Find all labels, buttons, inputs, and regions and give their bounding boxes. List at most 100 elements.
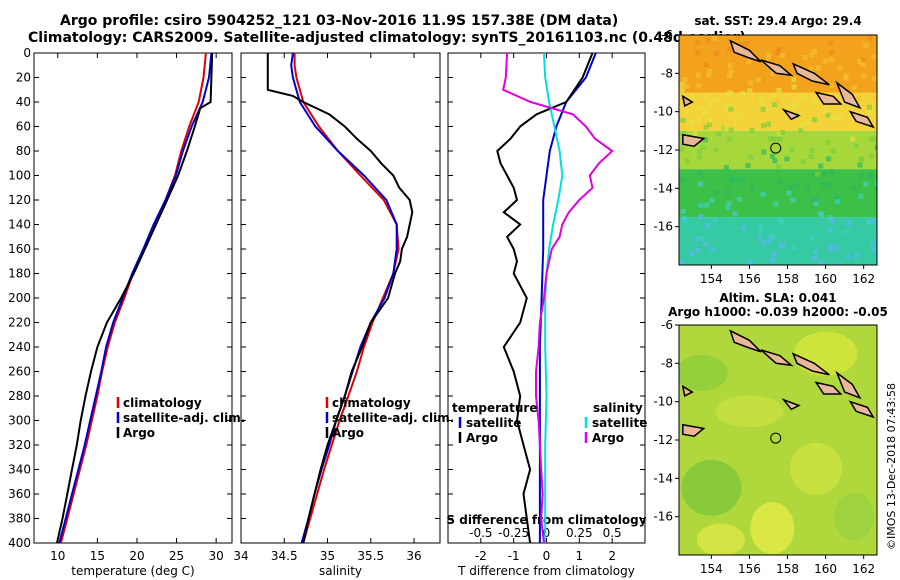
sst-pixel xyxy=(757,228,763,234)
sst-pixel xyxy=(702,241,708,247)
sst-pixel xyxy=(713,147,719,153)
map-x-tick-label: 154 xyxy=(700,562,723,576)
x-tick-label: -2 xyxy=(475,549,487,563)
sst-pixel xyxy=(770,153,776,159)
figure-title-line2: Climatology: CARS2009. Satellite-adjuste… xyxy=(28,30,746,46)
sst-pixel xyxy=(712,218,718,224)
sst-pixel xyxy=(698,203,704,209)
sst-pixel xyxy=(773,201,779,207)
sst-pixel xyxy=(808,154,814,159)
sst-pixel xyxy=(854,253,860,258)
map-x-tick-label: 160 xyxy=(814,562,837,576)
sst-pixel xyxy=(823,58,829,64)
legend-heading: temperature xyxy=(452,401,537,415)
sst-pixel xyxy=(701,110,707,116)
sst-pixel xyxy=(825,112,831,118)
sst-pixel xyxy=(696,116,702,122)
sst-pixel xyxy=(740,90,746,96)
sst-pixel xyxy=(725,205,731,211)
sst-pixel xyxy=(809,235,815,240)
sst-pixel xyxy=(727,136,733,142)
x-tick-label: 34 xyxy=(233,549,248,563)
sst-pixel xyxy=(695,50,701,56)
sst-pixel xyxy=(698,181,703,187)
s-tick-label: -0.5 xyxy=(469,526,492,540)
x-tick-label: 0 xyxy=(543,549,551,563)
island-shape xyxy=(729,329,762,353)
sst-pixel xyxy=(869,136,875,142)
sst-pixel xyxy=(828,50,834,56)
y-tick-label: 220 xyxy=(8,316,31,330)
map-x-tick-label: 162 xyxy=(852,272,875,286)
sst-pixel xyxy=(744,41,750,47)
sst-pixel xyxy=(713,190,719,195)
sst-pixel xyxy=(725,189,731,195)
sst-pixel xyxy=(745,163,751,168)
island-shape xyxy=(729,39,762,63)
sst-pixel xyxy=(811,256,817,261)
x-tick-label: 2 xyxy=(608,549,616,563)
y-tick-label: 200 xyxy=(8,291,31,305)
sst-pixel xyxy=(695,72,701,78)
sst-pixel xyxy=(822,170,828,176)
legend-label: Argo xyxy=(332,426,364,440)
sst-pixel xyxy=(757,97,763,103)
profile-panel-salinity xyxy=(240,52,441,544)
sla-anomaly-blob xyxy=(715,395,784,428)
sst-pixel xyxy=(706,103,712,109)
map-x-tick-label: 160 xyxy=(814,272,837,286)
island-shape xyxy=(682,133,706,147)
sst-pixel xyxy=(780,53,786,58)
sst-pixel xyxy=(683,109,689,115)
sst-pixel xyxy=(869,153,874,159)
sla-anomaly-blob xyxy=(793,331,858,376)
sst-pixel xyxy=(790,197,796,203)
sst-pixel xyxy=(866,219,872,225)
sst-pixel xyxy=(854,143,860,149)
sst-pixel xyxy=(779,218,784,224)
sst-pixel xyxy=(828,57,834,62)
island-shape xyxy=(848,400,875,419)
sst-pixel xyxy=(845,254,851,260)
sst-pixel xyxy=(772,158,778,164)
x-tick-label: 34.5 xyxy=(271,549,298,563)
x-tick-label: 25 xyxy=(169,549,184,563)
sst-pixel xyxy=(815,171,820,177)
sst-pixel xyxy=(830,148,836,154)
sla-anomaly-blob xyxy=(750,502,795,555)
s-tick-label: 0 xyxy=(543,526,551,540)
sst-pixel xyxy=(830,218,836,224)
sst-pixel xyxy=(707,121,712,127)
island-shape xyxy=(814,91,843,105)
map-x-tick-label: 162 xyxy=(852,562,875,576)
sst-pixel xyxy=(679,87,685,93)
sst-pixel xyxy=(747,259,753,265)
sst-pixel xyxy=(826,156,832,162)
sst-pixel xyxy=(725,91,731,97)
sst-pixel xyxy=(684,83,690,89)
map-sla_map: 154 156 158 160 162 -6 -8 -10 -12 -14 -16 xyxy=(653,318,878,576)
y-tick-label: 120 xyxy=(8,193,31,207)
y-tick-label: 300 xyxy=(8,414,31,428)
map-y-tick-label: -14 xyxy=(653,181,673,195)
sst-pixel xyxy=(769,257,775,263)
map-y-tick-label: -16 xyxy=(653,220,673,234)
sst-pixel xyxy=(843,228,849,234)
sst-pixel xyxy=(749,127,755,133)
y-tick-label: 140 xyxy=(8,218,31,232)
y-tick-label: 80 xyxy=(16,144,31,158)
sst-pixel xyxy=(875,181,877,187)
sst-pixel xyxy=(867,35,873,41)
sst-pixel xyxy=(830,115,836,121)
sst-pixel xyxy=(857,59,863,65)
sla-anomaly-blob xyxy=(834,492,875,541)
sst-pixel xyxy=(728,127,734,133)
sst-pixel xyxy=(810,197,816,202)
sst-pixel xyxy=(682,77,688,82)
sst-pixel xyxy=(827,182,832,188)
sst-pixel xyxy=(776,47,782,52)
sst-pixel xyxy=(702,106,708,112)
sla-anomaly-blob xyxy=(790,442,843,495)
sst-pixel xyxy=(871,54,877,60)
sst-pixel xyxy=(791,77,797,83)
